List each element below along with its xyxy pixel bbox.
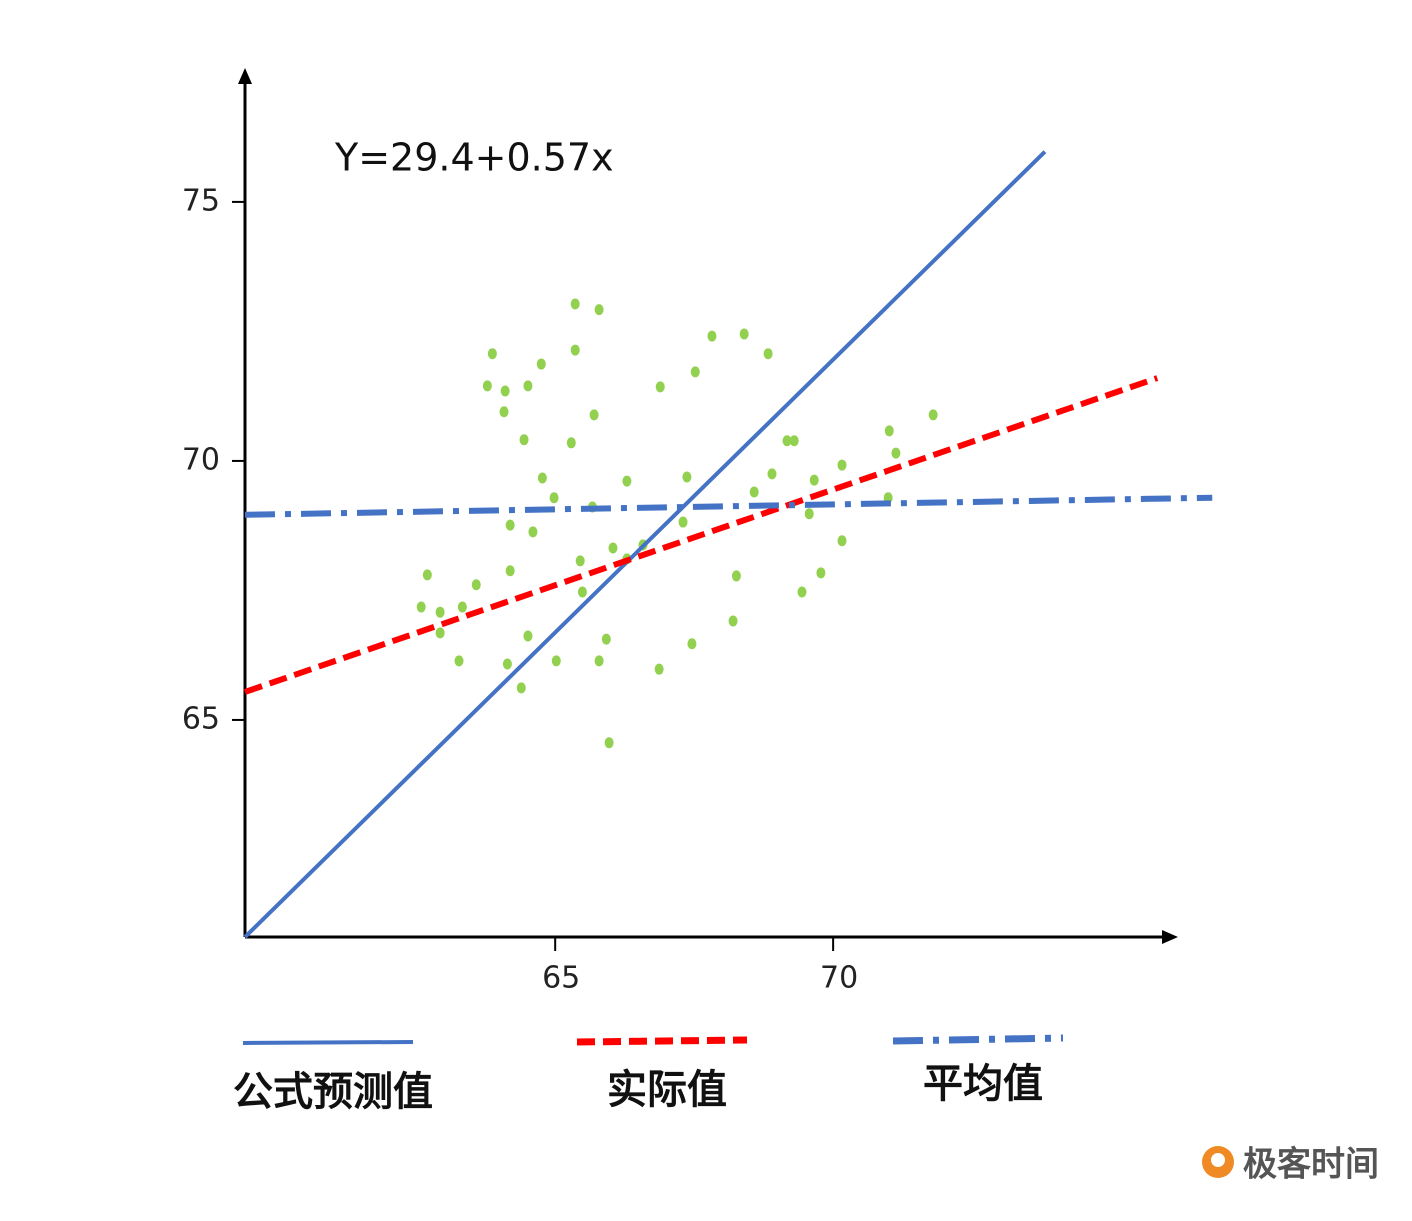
point <box>594 304 604 316</box>
point <box>797 586 807 598</box>
series-line <box>243 150 1047 939</box>
y-tick-label: 70 <box>182 442 220 477</box>
y-axis-arrow <box>238 68 252 84</box>
point <box>687 638 697 650</box>
point <box>435 606 445 618</box>
point <box>537 472 547 484</box>
point <box>416 601 426 613</box>
point <box>789 435 799 447</box>
point <box>707 330 717 342</box>
y-tick-label: 75 <box>182 183 220 218</box>
point <box>816 567 826 579</box>
point <box>782 435 792 447</box>
point <box>601 633 611 645</box>
point <box>536 358 546 370</box>
point <box>589 409 599 421</box>
point <box>608 542 618 554</box>
point <box>739 328 749 340</box>
point <box>763 348 773 360</box>
legend-label: 实际值 <box>607 1067 727 1113</box>
legend-label: 平均值 <box>923 1061 1043 1107</box>
point <box>884 425 894 437</box>
point <box>570 298 580 310</box>
x-axis-arrow <box>1162 930 1178 944</box>
point <box>928 409 938 421</box>
point <box>690 366 700 378</box>
y-tick-label: 65 <box>182 701 220 736</box>
legend-swatch <box>892 1034 1064 1045</box>
point <box>523 380 533 392</box>
legend-swatch <box>576 1036 748 1046</box>
legend-swatch <box>242 1040 414 1045</box>
point <box>528 526 538 538</box>
point <box>604 737 614 749</box>
point <box>435 627 445 639</box>
point <box>519 434 529 446</box>
point <box>482 380 492 392</box>
point <box>457 601 467 613</box>
x-tick-label: 65 <box>542 961 580 996</box>
point <box>551 655 561 667</box>
point <box>804 508 814 520</box>
point <box>678 516 688 528</box>
point <box>654 663 664 675</box>
point <box>594 655 604 667</box>
watermark: 极客时间 <box>1243 1145 1379 1185</box>
point <box>500 385 510 397</box>
point <box>655 381 665 393</box>
point <box>837 459 847 471</box>
point <box>728 615 738 627</box>
point <box>516 682 526 694</box>
point <box>891 447 901 459</box>
point <box>622 475 632 487</box>
point <box>570 344 580 356</box>
legend-label: 公式预测值 <box>233 1069 433 1115</box>
point <box>505 519 515 531</box>
point <box>422 569 432 581</box>
point <box>682 471 692 483</box>
logo-inner <box>1211 1153 1225 1167</box>
point <box>577 586 587 598</box>
x-tick-label: 70 <box>820 961 858 996</box>
point <box>454 655 464 667</box>
series-line <box>244 494 1213 518</box>
point <box>502 658 512 670</box>
point <box>575 555 585 567</box>
point <box>749 486 759 498</box>
point <box>767 468 777 480</box>
point <box>566 437 576 449</box>
annotation: Y=29.4+0.57x <box>334 136 614 180</box>
series-line <box>244 375 1159 695</box>
point <box>731 570 741 582</box>
point <box>523 630 533 642</box>
point <box>487 348 497 360</box>
point <box>499 406 509 418</box>
point <box>471 579 481 591</box>
point <box>505 565 515 577</box>
point <box>549 492 559 504</box>
point <box>837 535 847 547</box>
point <box>809 474 819 486</box>
